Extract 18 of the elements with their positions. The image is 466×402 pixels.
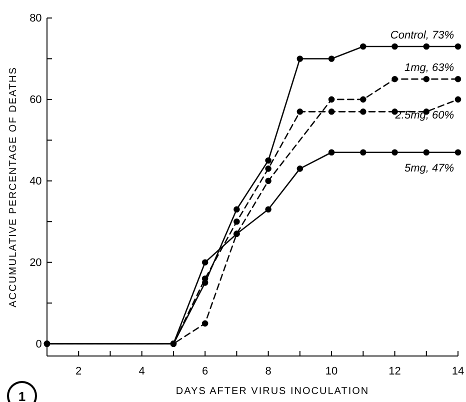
x-tick-label: 8 xyxy=(265,365,272,378)
text: 1 xyxy=(18,389,26,402)
series-label: 1mg, 63% xyxy=(404,62,454,74)
x-tick-label: 12 xyxy=(388,365,401,378)
y-axis-title: ACCUMULATIVE PERCENTAGE OF DEATHS xyxy=(8,66,19,308)
x-axis-title: DAYS AFTER VIRUS INOCULATION xyxy=(176,386,370,397)
series-label: Control, 73% xyxy=(390,30,454,42)
y-tick-label: 60 xyxy=(30,94,42,106)
x-tick-label: 14 xyxy=(452,365,464,378)
x-tick-label: 6 xyxy=(202,365,208,378)
y-tick-label: 20 xyxy=(30,256,42,269)
y-tick-label: 0 xyxy=(36,338,42,350)
y-tick-label: 40 xyxy=(30,175,42,188)
x-tick-label: 4 xyxy=(138,365,145,378)
x-tick-label: 10 xyxy=(325,365,338,378)
series-label: 5mg, 47% xyxy=(404,162,454,174)
y-tick-label: 80 xyxy=(30,12,42,25)
x-tick-label: 2 xyxy=(76,365,82,378)
